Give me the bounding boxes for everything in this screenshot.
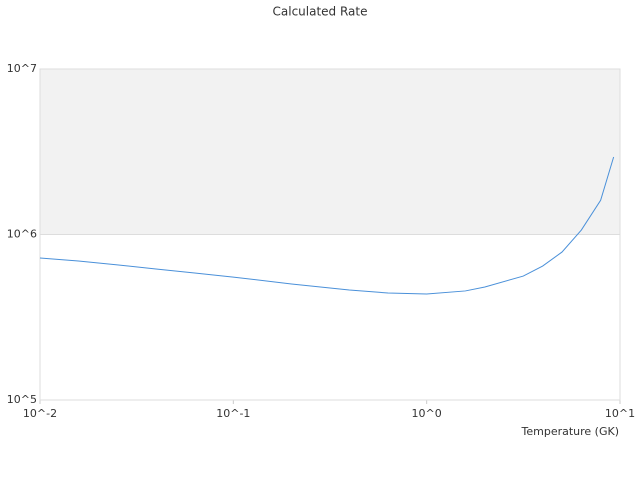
grid-band (40, 69, 620, 235)
x-tick-label: 10^-1 (216, 407, 250, 420)
x-tick-label: 10^-2 (23, 407, 57, 420)
x-axis-label: Temperature (GK) (521, 425, 620, 438)
x-tick-label: 10^0 (412, 407, 442, 420)
chart-title: Calculated Rate (273, 5, 368, 19)
y-tick-label: 10^5 (7, 393, 37, 406)
plot-frame (39, 68, 621, 401)
y-tick-label: 10^6 (7, 228, 37, 241)
x-tick-label: 10^1 (605, 407, 635, 420)
y-tick-label: 10^7 (7, 62, 37, 75)
data-line (39, 156, 615, 295)
